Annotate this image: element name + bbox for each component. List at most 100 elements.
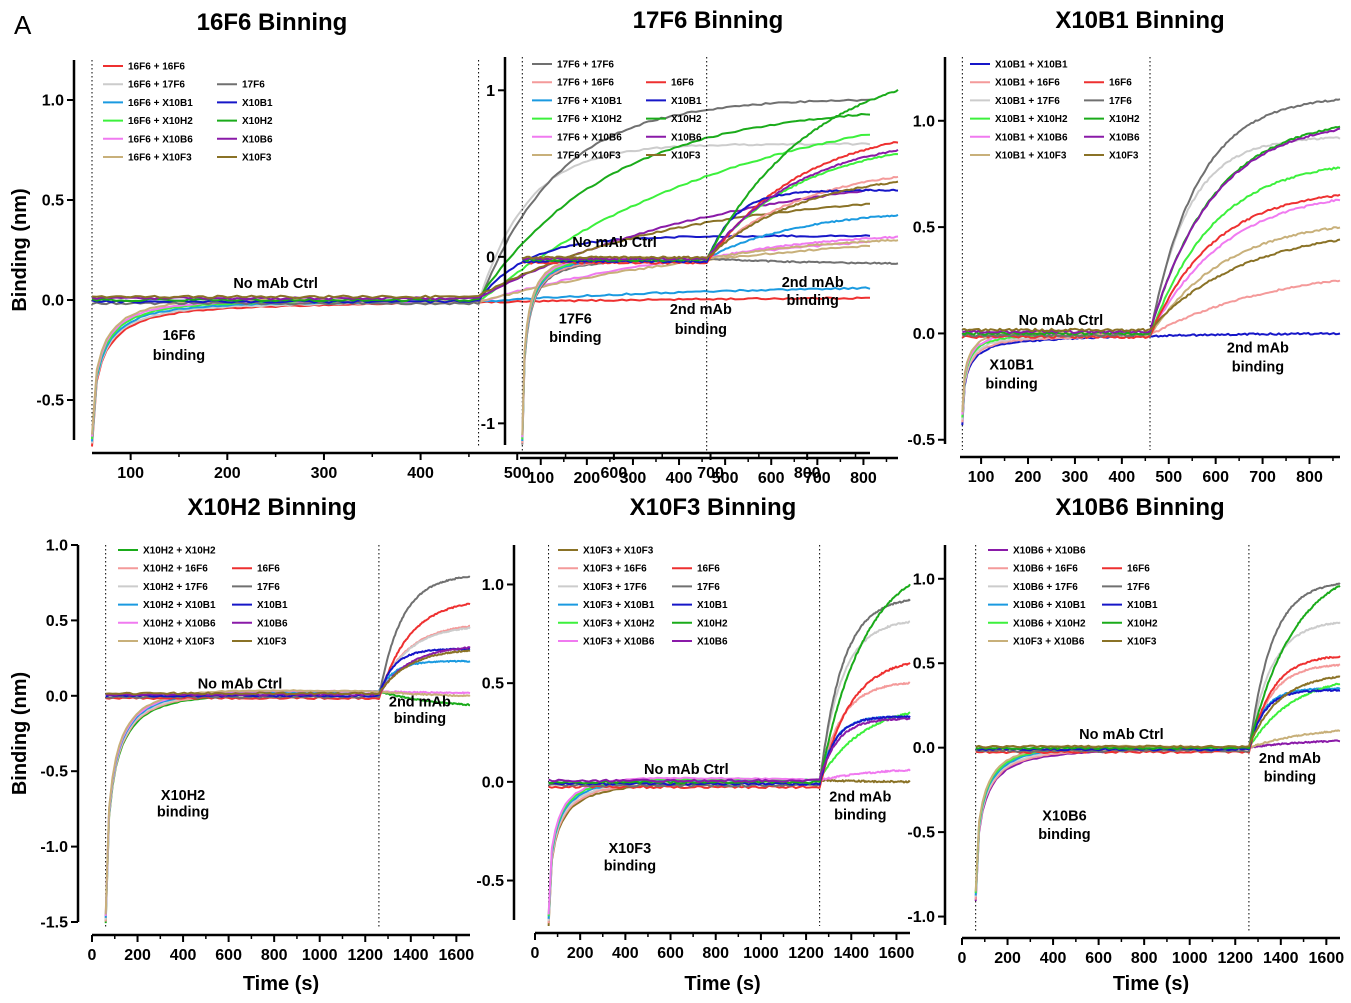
legend-label: X10H2 xyxy=(1109,114,1140,125)
legend-label: X10B6 xyxy=(671,132,702,143)
chart-annotation: X10B6 xyxy=(1042,808,1086,824)
series-line-16f6-x10b6 xyxy=(91,240,871,437)
plot-area xyxy=(521,89,899,445)
chart-annotation: binding xyxy=(153,348,205,364)
chart-annotation: 2nd mAb xyxy=(670,302,732,318)
x-tick-label: 200 xyxy=(994,950,1021,967)
series-line-17f6 xyxy=(975,582,1341,753)
x-tick-label: 500 xyxy=(504,465,531,482)
x-tick-label: 300 xyxy=(1062,469,1089,486)
x-tick-label: 400 xyxy=(170,947,197,964)
chart-annotation: No mAb Ctrl xyxy=(233,276,318,292)
chart-annotation: No mAb Ctrl xyxy=(644,762,729,778)
y-tick-label: 1.0 xyxy=(913,571,935,588)
x-tick-label: 1600 xyxy=(1309,950,1345,967)
legend-label: 16F6 + X10B6 xyxy=(128,134,193,145)
chart-panel-1: 16F6 Binning 1.0 0.5 0.0 -0.5 100 200 300 400 500… xyxy=(9,9,871,482)
legend-label: X10B1 + X10H2 xyxy=(995,114,1068,125)
legend-label: 17F6 xyxy=(257,582,280,593)
x-tick-label: 0 xyxy=(531,945,540,962)
x-axis-title: Time (s) xyxy=(243,973,319,995)
series-line-x10h2 xyxy=(522,89,899,263)
y-tick-label: 1.0 xyxy=(46,538,68,555)
legend-label: X10F3 + X10B1 xyxy=(583,600,655,611)
x-tick-label: 600 xyxy=(215,947,242,964)
chart-annotation: binding xyxy=(1038,827,1090,843)
series-line-x10h2-x10f3 xyxy=(104,689,471,915)
legend-label: X10B1 xyxy=(242,98,273,109)
legend-label: 17F6 xyxy=(1127,582,1150,593)
y-tick-label: -0.5 xyxy=(40,764,68,781)
chart-annotation: binding xyxy=(157,804,209,820)
legend-label: X10H2 + X10B6 xyxy=(143,618,216,629)
series-line-16f6-x10h2 xyxy=(91,133,871,440)
legend-label: 16F6 xyxy=(671,78,694,89)
series-line-x10f3 xyxy=(105,649,471,696)
legend-label: X10H2 + 16F6 xyxy=(143,564,208,575)
y-tick-label: 1.0 xyxy=(42,93,64,110)
chart-annotation: X10B1 xyxy=(989,358,1033,374)
legend-label: 17F6 + X10B1 xyxy=(557,96,622,107)
chart-annotation: X10F3 xyxy=(609,841,652,857)
x-tick-label: 600 xyxy=(657,945,684,962)
series-line-x10b1-x10b1 xyxy=(961,331,1341,426)
x-tick-label: 800 xyxy=(1296,469,1323,486)
x-tick-label: 1200 xyxy=(788,945,824,962)
legend-label: X10F3 + 17F6 xyxy=(583,582,647,593)
x-tick-label: 1600 xyxy=(439,947,475,964)
x-tick-label: 200 xyxy=(1015,469,1042,486)
legend-label: X10H2 + X10F3 xyxy=(143,637,215,648)
x-tick-label: 1400 xyxy=(1263,950,1299,967)
chart-annotation: 16F6 xyxy=(162,328,195,344)
legend-label: X10F3 + 16F6 xyxy=(583,564,647,575)
plot-area xyxy=(974,582,1341,902)
x-tick-label: 1400 xyxy=(393,947,429,964)
legend-label: X10F3 + X10B6 xyxy=(583,637,655,648)
x-tick-label: 1400 xyxy=(833,945,869,962)
legend-label: X10B6 xyxy=(1109,132,1140,143)
x-tick-label: 1600 xyxy=(879,945,915,962)
x-tick-label: 200 xyxy=(124,947,151,964)
x-tick-label: 800 xyxy=(794,465,821,482)
legend-label: 16F6 xyxy=(697,564,720,575)
series-line-x10b1 xyxy=(91,234,871,304)
legend-label: 16F6 xyxy=(257,564,280,575)
legend-label: X10H2 + X10H2 xyxy=(143,546,216,557)
y-tick-label: 0.5 xyxy=(42,193,64,210)
chart-annotation: 2nd mAb xyxy=(782,275,844,291)
legend-label: X10F3 xyxy=(671,151,701,162)
chart-annotation: No mAb Ctrl xyxy=(1079,727,1164,743)
y-tick-label: 0.5 xyxy=(913,220,935,237)
y-tick-label: 1 xyxy=(486,83,495,100)
x-tick-label: 0 xyxy=(958,950,967,967)
y-tick-label: 0.0 xyxy=(46,688,68,705)
y-tick-label: 1.0 xyxy=(913,113,935,130)
chart-title: 17F6 Binning xyxy=(633,7,784,34)
legend-label: 16F6 xyxy=(1127,564,1150,575)
y-tick-label: 1.0 xyxy=(482,577,504,594)
plot-area xyxy=(91,98,871,447)
chart-annotation: binding xyxy=(787,293,839,309)
plot-area xyxy=(961,98,1341,426)
series-line-16f6 xyxy=(961,193,1341,340)
x-tick-label: 700 xyxy=(804,470,831,487)
x-tick-label: 400 xyxy=(1040,950,1067,967)
y-tick-label: -1.0 xyxy=(907,909,935,926)
series-line-x10f3-x10b6 xyxy=(547,768,911,915)
legend-label: X10F3 + X10F3 xyxy=(583,546,654,557)
legend-label: X10F3 xyxy=(257,637,287,648)
chart-annotation: binding xyxy=(985,377,1037,393)
chart-title: X10F3 Binning xyxy=(630,494,797,521)
series-line-16f6-17f6 xyxy=(91,142,871,444)
chart-annotation: X10H2 xyxy=(161,788,205,804)
series-line-x10b1 xyxy=(105,647,471,698)
x-tick-label: 1000 xyxy=(1172,950,1208,967)
chart-title: X10B6 Binning xyxy=(1055,494,1224,521)
x-tick-label: 800 xyxy=(261,947,288,964)
chart-annotation: 2nd mAb xyxy=(1259,751,1321,767)
legend-label: 16F6 + X10F3 xyxy=(128,153,192,164)
chart-annotation: binding xyxy=(675,322,727,338)
legend-label: X10B1 + X10B1 xyxy=(995,60,1068,71)
legend-label: X10F3 + X10B6 xyxy=(1013,637,1085,648)
